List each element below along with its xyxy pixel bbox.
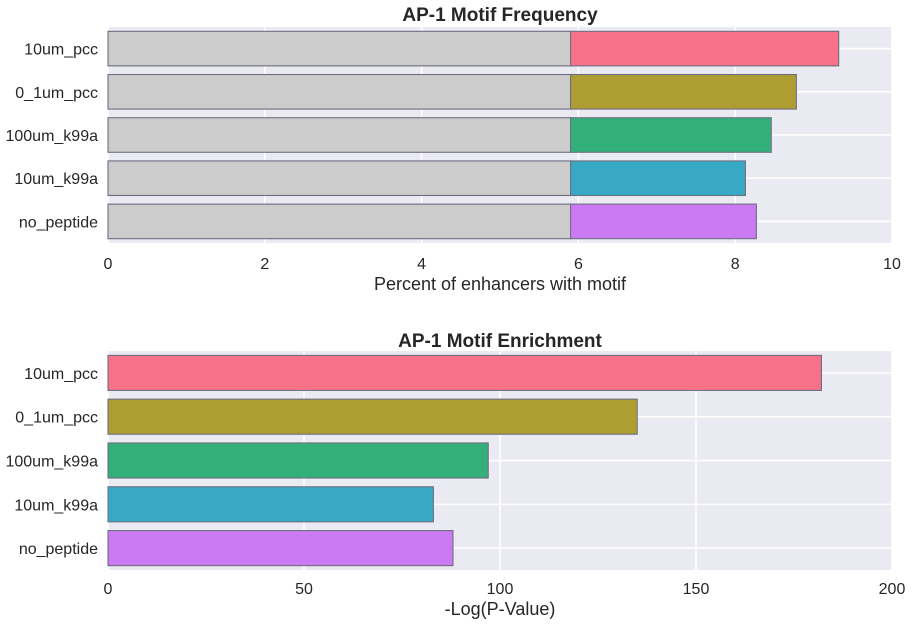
y-tick-label: 10um_k99a [14, 171, 98, 188]
bar-10um-pcc-excess [570, 30, 840, 67]
y-tick-label: 100um_k99a [5, 128, 98, 145]
y-tick-label: no_peptide [19, 541, 98, 558]
bar-10um-k99a-base [107, 160, 572, 197]
enrichment-chart-title: AP-1 Motif Enrichment [398, 331, 602, 352]
frequency-chart: 0 2 4 6 8 10 10um_pcc0_1um_pcc100um_k99a10um_… [5, 5, 901, 294]
y-tick-label: no_peptide [19, 214, 98, 231]
x-tick-label: 6 [574, 256, 583, 273]
enrichment-y-tick-labels: 10um_pcc 0_1um_pcc 100um_k99a 10um_k99a no_p… [5, 366, 98, 558]
enrichment-chart: 0 50 100 150 200 10um_pcc 0_1um_pcc 100um_k99a… [5, 331, 905, 619]
bar-100um-k99a-excess [570, 117, 772, 153]
x-tick-label: 8 [731, 256, 740, 273]
frequency-bars [107, 30, 840, 240]
enrichment-bars [107, 354, 822, 567]
frequency-chart-title: AP-1 Motif Frequency [402, 5, 598, 26]
bar-no-peptide [107, 530, 454, 567]
x-tick-label: 150 [683, 581, 710, 598]
bar-10um-k99a [107, 486, 434, 523]
frequency-x-axis-label: Percent of enhancers with motif [374, 274, 627, 294]
y-tick-label: 10um_pcc [24, 366, 98, 383]
y-tick-label: 0_1um_pcc [15, 85, 98, 102]
y-tick-label: 0_1um_pcc [15, 410, 98, 427]
x-tick-label: 200 [879, 581, 906, 598]
frequency-y-tick-labels: 10um_pcc 0_1um_pcc 100um_k99a 10um_k99a no_p… [5, 42, 98, 232]
bar-no-peptide-excess [570, 203, 757, 240]
bar-10um-pcc-base [107, 30, 572, 67]
y-tick-label: 100um_k99a [5, 454, 98, 471]
x-tick-label: 0 [104, 581, 113, 598]
bar-0-1um-pcc-base [107, 73, 572, 110]
bar-0-1um-pcc-excess [570, 73, 797, 110]
x-tick-label: 2 [260, 256, 269, 273]
bar-100um-k99a-base [107, 117, 572, 153]
frequency-x-tick-labels: 0 2 4 6 8 10 [104, 256, 901, 273]
y-tick-label: 10um_pcc [24, 42, 98, 59]
bar-10um-k99a-excess [570, 160, 746, 197]
x-tick-label: 50 [295, 581, 313, 598]
y-tick-label: 10um_k99a [14, 497, 98, 514]
x-tick-label: 0 [104, 256, 113, 273]
bar-0-1um-pcc [107, 398, 638, 435]
bar-100um-k99a [107, 442, 489, 479]
enrichment-x-tick-labels: 0 50 100 150 200 [104, 581, 906, 598]
bar-10um-pcc [107, 354, 822, 391]
x-tick-label: 100 [487, 581, 514, 598]
bar-no-peptide-base [107, 203, 572, 240]
enrichment-x-axis-label: -Log(P-Value) [445, 599, 556, 619]
x-tick-label: 10 [883, 256, 901, 273]
x-tick-label: 4 [417, 256, 426, 273]
